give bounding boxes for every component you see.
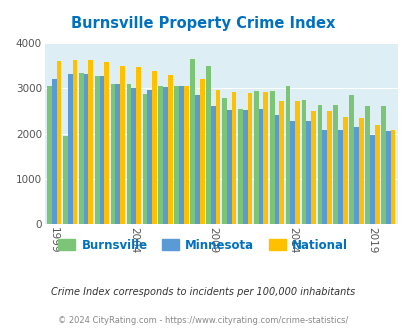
Bar xyxy=(326,111,331,224)
Bar xyxy=(88,60,93,224)
Bar xyxy=(183,86,188,224)
Bar xyxy=(231,92,236,224)
Bar xyxy=(342,117,347,224)
Bar xyxy=(120,66,125,224)
Bar xyxy=(258,109,263,224)
Bar xyxy=(83,74,88,224)
Bar xyxy=(226,110,231,224)
Bar xyxy=(111,84,115,224)
Bar xyxy=(290,121,294,224)
Bar xyxy=(94,76,99,224)
Bar xyxy=(179,86,183,224)
Bar xyxy=(279,101,284,224)
Bar xyxy=(47,86,52,224)
Bar xyxy=(263,92,268,224)
Bar xyxy=(168,75,172,224)
Bar xyxy=(215,90,220,224)
Bar xyxy=(380,106,385,224)
Bar xyxy=(147,90,152,224)
Bar xyxy=(63,136,68,224)
Bar xyxy=(306,121,310,224)
Bar xyxy=(237,109,242,224)
Bar xyxy=(353,127,358,224)
Bar xyxy=(104,62,109,224)
Bar xyxy=(385,131,390,224)
Legend: Burnsville, Minnesota, National: Burnsville, Minnesota, National xyxy=(53,234,352,256)
Bar xyxy=(194,95,199,224)
Bar xyxy=(222,98,226,224)
Bar xyxy=(68,74,72,224)
Bar xyxy=(136,67,141,224)
Bar xyxy=(52,79,56,224)
Bar xyxy=(337,130,342,224)
Bar xyxy=(72,60,77,224)
Bar xyxy=(199,79,204,224)
Bar xyxy=(206,66,211,224)
Bar xyxy=(163,87,168,224)
Bar xyxy=(301,100,306,224)
Bar xyxy=(348,95,353,224)
Bar xyxy=(310,112,315,224)
Bar xyxy=(322,130,326,224)
Bar xyxy=(56,61,61,224)
Bar xyxy=(158,85,163,224)
Bar xyxy=(358,118,363,224)
Text: © 2024 CityRating.com - https://www.cityrating.com/crime-statistics/: © 2024 CityRating.com - https://www.city… xyxy=(58,315,347,325)
Bar xyxy=(247,93,252,224)
Bar xyxy=(253,91,258,224)
Text: Burnsville Property Crime Index: Burnsville Property Crime Index xyxy=(70,16,335,31)
Bar xyxy=(269,91,274,224)
Bar xyxy=(211,106,215,224)
Bar xyxy=(390,130,394,224)
Bar xyxy=(115,84,120,224)
Bar xyxy=(126,84,131,224)
Text: Crime Index corresponds to incidents per 100,000 inhabitants: Crime Index corresponds to incidents per… xyxy=(51,287,354,297)
Bar xyxy=(242,110,247,224)
Bar xyxy=(294,101,299,224)
Bar xyxy=(274,115,279,224)
Bar xyxy=(99,76,104,224)
Bar xyxy=(79,73,83,224)
Bar xyxy=(374,124,379,224)
Bar xyxy=(131,88,136,224)
Bar xyxy=(364,106,369,224)
Bar xyxy=(190,59,194,224)
Bar xyxy=(142,94,147,224)
Bar xyxy=(317,105,322,224)
Bar xyxy=(333,105,337,224)
Bar xyxy=(369,135,374,224)
Bar xyxy=(174,85,179,224)
Bar xyxy=(152,71,156,224)
Bar xyxy=(285,85,290,224)
